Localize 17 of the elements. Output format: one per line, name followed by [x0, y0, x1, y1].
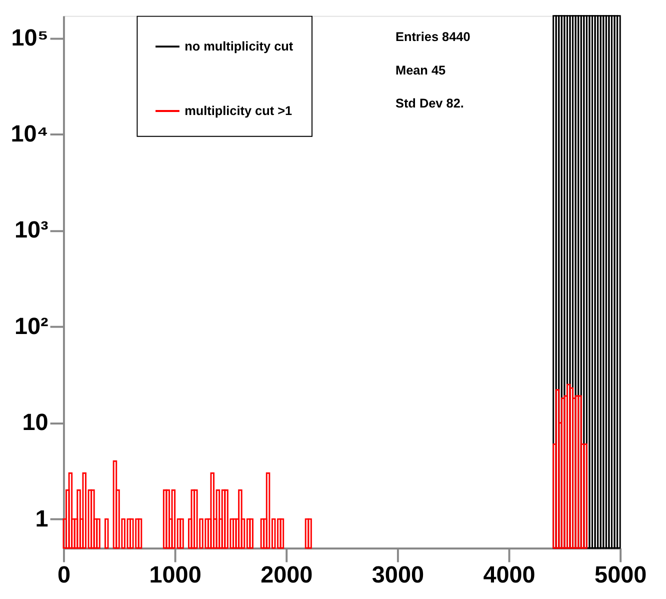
annotation: Mean 45	[396, 63, 446, 78]
x-tick-label: 4000	[483, 562, 536, 588]
x-tick-label: 3000	[372, 562, 424, 588]
annotation: Std Dev 82.	[396, 96, 464, 111]
x-tick-label: 1000	[149, 562, 202, 588]
legend-label: multiplicity cut >1	[184, 104, 292, 118]
y-tick-label: 10³	[14, 216, 49, 243]
y-tick-label: 10⁵	[11, 24, 48, 50]
y-tick-label: 10²	[14, 312, 49, 339]
y-tick-label: 10	[22, 409, 48, 436]
y-tick-label: 1	[35, 505, 48, 532]
y-tick-label: 10⁴	[10, 120, 48, 147]
x-tick-label: 5000	[594, 562, 647, 588]
x-tick-label: 0	[57, 562, 70, 588]
x-tick-label: 2000	[260, 562, 313, 588]
annotation: Entries 8440	[396, 30, 470, 44]
legend-label: no multiplicity cut	[184, 39, 294, 54]
